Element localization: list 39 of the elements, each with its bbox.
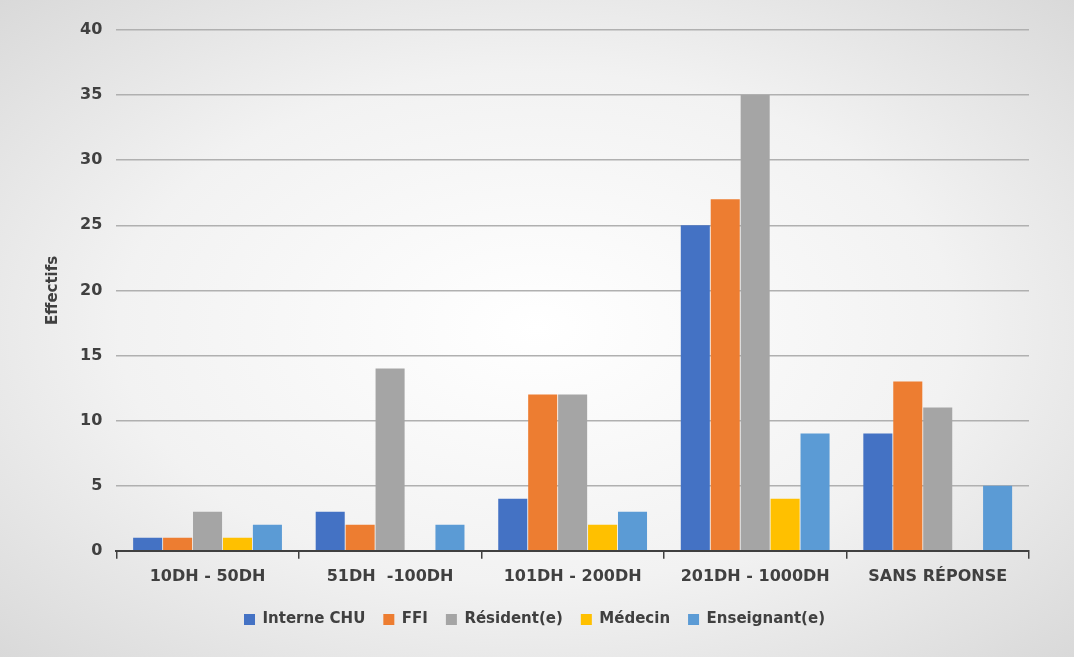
bar bbox=[252, 524, 282, 551]
y-tick-label: 30 bbox=[80, 149, 103, 169]
bar bbox=[133, 537, 163, 551]
y-tick-label: 35 bbox=[80, 84, 103, 104]
bar bbox=[193, 511, 223, 551]
legend-label: Médecin bbox=[599, 609, 671, 628]
bar bbox=[222, 537, 252, 551]
bar bbox=[163, 537, 193, 551]
y-tick-label: 40 bbox=[80, 19, 103, 39]
legend-label: Interne CHU bbox=[262, 609, 366, 628]
bar bbox=[588, 524, 618, 551]
x-tick-label: 51DH -100DH bbox=[326, 565, 454, 585]
y-axis-title: Effectifs bbox=[42, 255, 61, 326]
bar bbox=[345, 524, 375, 551]
bar bbox=[498, 498, 528, 551]
y-tick-label: 25 bbox=[80, 214, 103, 234]
bar bbox=[770, 498, 800, 551]
bar bbox=[893, 381, 923, 551]
x-tick-label: SANS RÉPONSE bbox=[868, 565, 1008, 585]
legend-label: FFI bbox=[401, 609, 428, 628]
bar bbox=[680, 225, 710, 551]
bar bbox=[528, 394, 558, 551]
y-tick-label: 15 bbox=[80, 344, 103, 364]
y-tick-label: 20 bbox=[80, 279, 103, 299]
bar bbox=[435, 524, 465, 551]
bar bbox=[710, 199, 740, 551]
bar bbox=[617, 511, 648, 551]
bar bbox=[315, 511, 345, 551]
legend-label: Résident(e) bbox=[464, 609, 563, 628]
y-tick-label: 10 bbox=[80, 409, 103, 429]
y-tick-label: 0 bbox=[91, 539, 103, 559]
bar bbox=[983, 485, 1013, 551]
x-tick-label: 101DH - 200DH bbox=[503, 565, 642, 585]
y-tick-label: 5 bbox=[91, 474, 103, 494]
bar bbox=[800, 433, 830, 551]
legend-label: Enseignant(e) bbox=[706, 609, 826, 628]
x-tick-label: 201DH - 1000DH bbox=[680, 565, 830, 585]
x-tick-label: 10DH - 50DH bbox=[149, 565, 266, 585]
bar bbox=[863, 433, 893, 551]
